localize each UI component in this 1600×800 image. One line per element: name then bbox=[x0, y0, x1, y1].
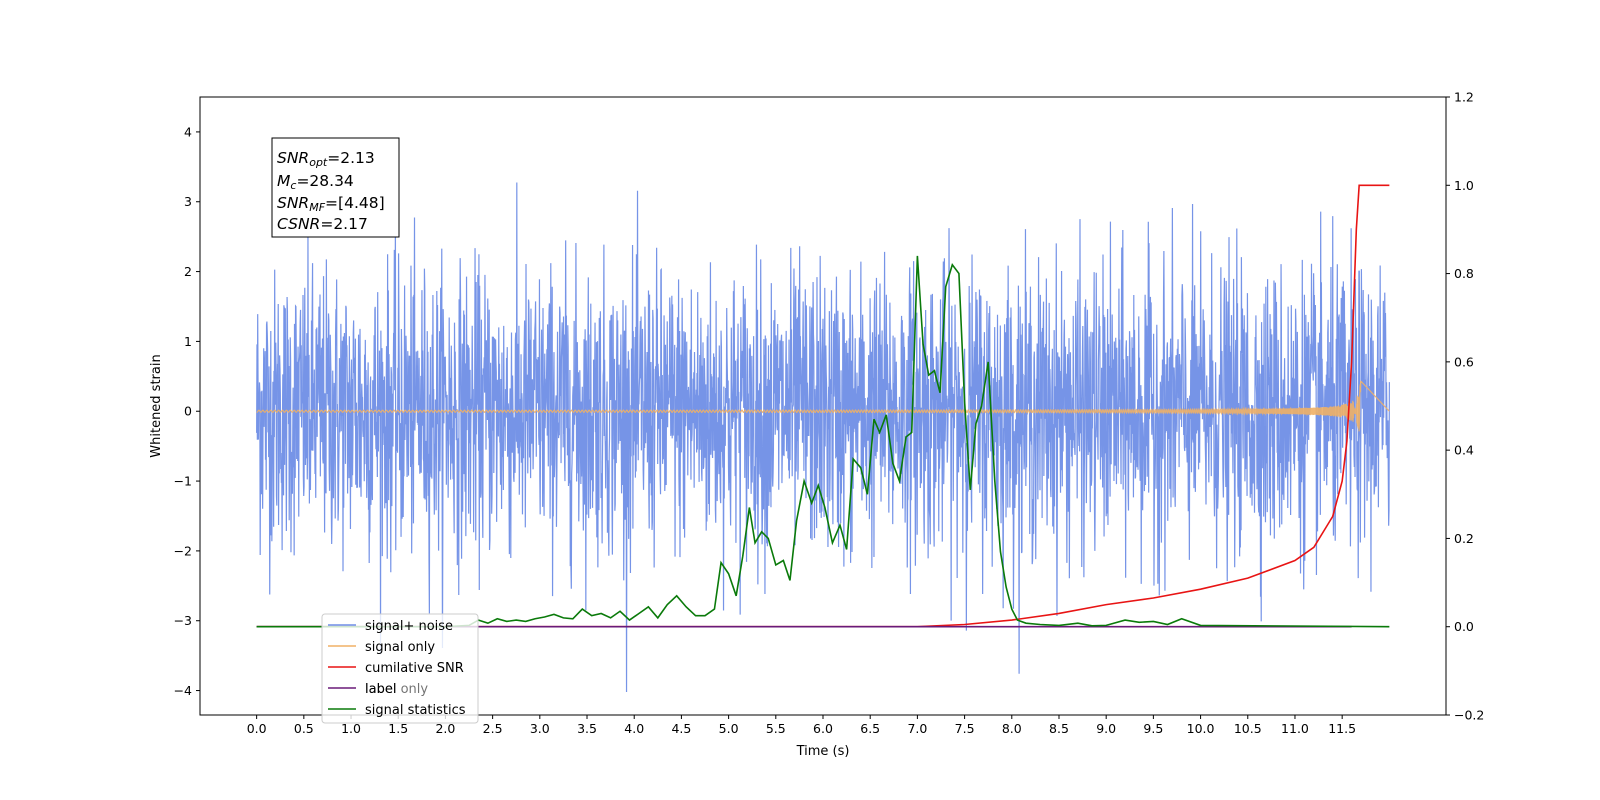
series-signal-noise bbox=[256, 182, 1390, 693]
x-tick-label: 3.5 bbox=[577, 721, 597, 736]
y2-tick-label: 1.0 bbox=[1454, 178, 1474, 193]
x-tick-label: 11.5 bbox=[1328, 721, 1356, 736]
legend-label-cumulative-snr: cumilative SNR bbox=[365, 661, 464, 676]
x-tick-label: 2.0 bbox=[435, 721, 455, 736]
y-tick-label: 0 bbox=[184, 404, 192, 419]
y2-tick-label: 0.4 bbox=[1454, 443, 1474, 458]
info-box-frame bbox=[271, 137, 400, 238]
x-tick-label: 0.0 bbox=[247, 721, 267, 736]
y-tick-label: −1 bbox=[174, 474, 192, 489]
y2-tick-label: 0.6 bbox=[1454, 354, 1474, 369]
legend-label-signal-statistics: signal statistics bbox=[365, 703, 466, 718]
series-cumulative-snr bbox=[256, 184, 1390, 628]
info-mc-sub: c bbox=[290, 179, 296, 192]
y-tick-label: 4 bbox=[184, 124, 192, 139]
x-tick-label: 3.0 bbox=[530, 721, 550, 736]
y-axis-right: −0.2 0.0 0.2 0.4 0.6 0.8 1.0 1.2 bbox=[1446, 90, 1484, 723]
y-tick-label: −3 bbox=[174, 613, 192, 628]
y2-tick-label: 1.2 bbox=[1454, 90, 1474, 105]
y-tick-label: 3 bbox=[184, 194, 192, 209]
legend-label-label: label bbox=[365, 682, 396, 697]
info-csnr-value: =2.17 bbox=[320, 215, 368, 233]
info-mc-label: M bbox=[277, 172, 290, 190]
x-tick-label: 10.0 bbox=[1187, 721, 1215, 736]
x-axis-title: Time (s) bbox=[796, 744, 850, 759]
x-tick-label: 4.5 bbox=[671, 721, 691, 736]
info-snr-mf-sub: MF bbox=[309, 201, 325, 214]
info-snr-mf-label: SNR bbox=[277, 194, 309, 212]
x-tick-label: 7.0 bbox=[907, 721, 927, 736]
y-axis-left: −4 −3 −2 −1 0 1 2 3 4 bbox=[174, 124, 200, 698]
series-signal-statistics bbox=[256, 255, 1390, 628]
info-snr-opt: SNRopt=2.13 bbox=[277, 149, 375, 169]
x-tick-label: 1.5 bbox=[388, 721, 408, 736]
info-snr-opt-value: =2.13 bbox=[327, 149, 375, 167]
y-tick-label: 1 bbox=[184, 334, 192, 349]
x-tick-label: 0.5 bbox=[294, 721, 314, 736]
info-snr-mf: SNRMF=[4.48] bbox=[277, 194, 385, 214]
x-tick-label: 5.5 bbox=[766, 721, 786, 736]
x-tick-label: 10.5 bbox=[1234, 721, 1262, 736]
info-csnr: CSNR=2.17 bbox=[277, 215, 368, 233]
info-snr-mf-value: =[4.48] bbox=[325, 194, 385, 212]
y-tick-label: −2 bbox=[174, 543, 192, 558]
legend-label-hidden: label only bbox=[365, 682, 428, 697]
x-tick-label: 6.5 bbox=[860, 721, 880, 736]
x-tick-label: 8.5 bbox=[1049, 721, 1069, 736]
info-box: SNRopt=2.13 Mc=28.34 SNRMF=[4.48] CSNR=2… bbox=[271, 137, 400, 238]
legend-frame bbox=[321, 613, 479, 724]
x-tick-label: 8.0 bbox=[1002, 721, 1022, 736]
y-axis-title: Whitened strain bbox=[149, 354, 164, 457]
x-tick-label: 2.5 bbox=[483, 721, 503, 736]
x-tick-label: 5.0 bbox=[719, 721, 739, 736]
y-tick-label: −4 bbox=[174, 683, 192, 698]
info-mc-value: =28.34 bbox=[296, 172, 353, 190]
x-axis: 0.0 0.5 1.0 1.5 2.0 2.5 3.0 3.5 4.0 4.5 5.0 5.5 6.0 6… bbox=[247, 715, 1356, 736]
info-csnr-label: CSNR bbox=[277, 215, 320, 233]
info-snr-opt-sub: opt bbox=[309, 156, 328, 169]
x-tick-label: 11.0 bbox=[1281, 721, 1309, 736]
legend-label-signal-noise: signal+ noise bbox=[365, 619, 453, 634]
legend-label-signal-only: signal only bbox=[365, 640, 435, 655]
y2-tick-label: 0.0 bbox=[1454, 619, 1474, 634]
y-tick-label: 2 bbox=[184, 264, 192, 279]
info-mc: Mc=28.34 bbox=[277, 172, 354, 192]
y2-tick-label: 0.2 bbox=[1454, 531, 1474, 546]
info-snr-opt-label: SNR bbox=[277, 149, 309, 167]
y2-tick-label: −0.2 bbox=[1454, 708, 1484, 723]
y2-tick-label: 0.8 bbox=[1454, 266, 1474, 281]
x-tick-label: 4.0 bbox=[624, 721, 644, 736]
x-tick-label: 7.5 bbox=[955, 721, 975, 736]
x-tick-label: 9.0 bbox=[1096, 721, 1116, 736]
series-signal-only bbox=[256, 380, 1390, 432]
x-tick-label: 1.0 bbox=[341, 721, 361, 736]
legend: signal+ noise signal only cumilative SNR… bbox=[321, 613, 479, 724]
x-tick-label: 6.0 bbox=[813, 721, 833, 736]
x-tick-label: 9.5 bbox=[1143, 721, 1163, 736]
